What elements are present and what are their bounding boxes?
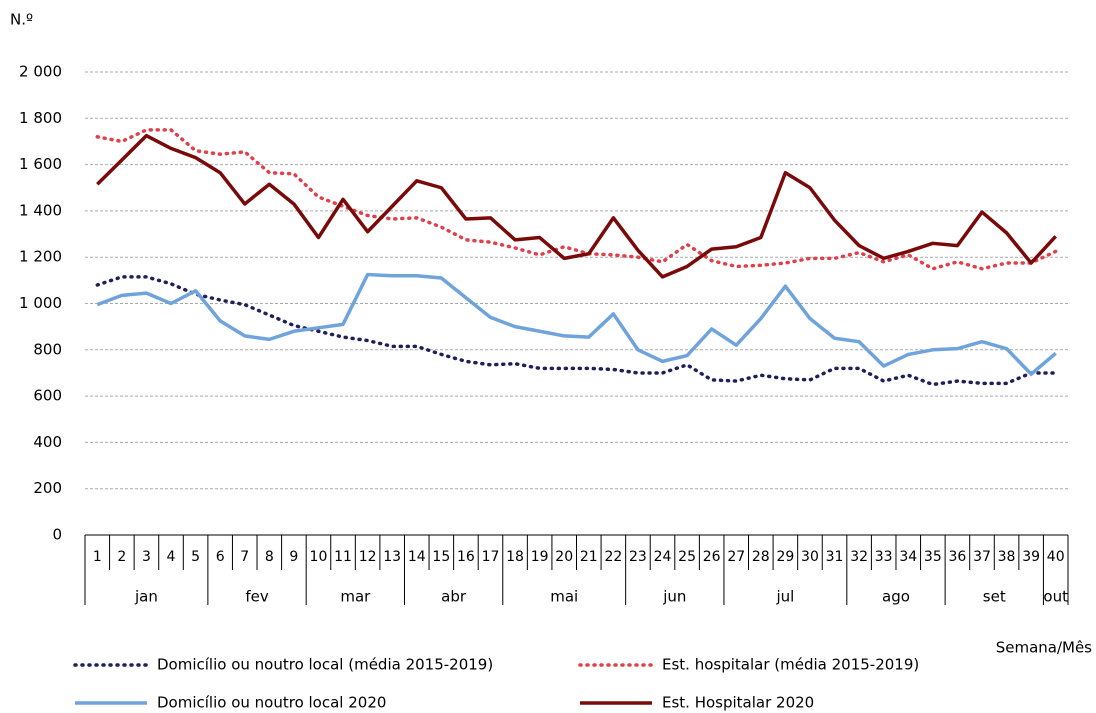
x-tick-label: 6 bbox=[216, 549, 225, 565]
x-tick-label: 19 bbox=[531, 549, 549, 565]
series-line bbox=[95, 275, 1058, 387]
month-label: fev bbox=[245, 588, 269, 606]
y-tick-label: 800 bbox=[33, 340, 62, 358]
x-tick-label: 13 bbox=[383, 549, 401, 565]
x-tick-label: 26 bbox=[703, 549, 721, 565]
y-tick-label: 0 bbox=[52, 526, 62, 544]
x-tick-label: 37 bbox=[973, 549, 991, 565]
x-tick-label: 20 bbox=[555, 549, 573, 565]
y-tick-label: 2 000 bbox=[19, 63, 62, 81]
x-tick-label: 35 bbox=[924, 549, 942, 565]
y-tick-label: 1 000 bbox=[19, 294, 62, 312]
x-tick-label: 14 bbox=[408, 549, 426, 565]
x-tick-label: 16 bbox=[457, 549, 475, 565]
x-tick-label: 39 bbox=[1022, 549, 1040, 565]
x-tick-label: 27 bbox=[727, 549, 745, 565]
x-axis-label: Semana/Mês bbox=[996, 639, 1092, 657]
x-tick-label: 10 bbox=[310, 549, 328, 565]
series-line bbox=[95, 128, 1058, 271]
x-tick-label: 8 bbox=[265, 549, 274, 565]
x-tick-label: 4 bbox=[167, 549, 176, 565]
x-tick-label: 29 bbox=[776, 549, 794, 565]
x-tick-label: 30 bbox=[801, 549, 819, 565]
x-tick-label: 40 bbox=[1047, 549, 1065, 565]
x-tick-label: 12 bbox=[359, 549, 377, 565]
x-tick-label: 24 bbox=[654, 549, 672, 565]
month-label: set bbox=[983, 588, 1006, 606]
month-label: jul bbox=[775, 588, 794, 606]
y-tick-label: 400 bbox=[33, 433, 62, 451]
x-tick-label: 3 bbox=[142, 549, 151, 565]
x-tick-label: 28 bbox=[752, 549, 770, 565]
x-tick-label: 33 bbox=[875, 549, 893, 565]
x-tick-label: 38 bbox=[998, 549, 1016, 565]
y-tick-label: 600 bbox=[33, 387, 62, 405]
x-tick-label: 5 bbox=[191, 549, 200, 565]
month-label: jan bbox=[134, 588, 158, 606]
month-label: out bbox=[1043, 588, 1068, 606]
y-tick-label: 1 400 bbox=[19, 201, 62, 219]
y-tick-label: 200 bbox=[33, 479, 62, 497]
x-tick-label: 17 bbox=[482, 549, 500, 565]
series-line bbox=[96, 272, 1057, 376]
x-tick-label: 34 bbox=[899, 549, 917, 565]
y-tick-label: 1 200 bbox=[19, 248, 62, 266]
x-tick-label: 22 bbox=[604, 549, 622, 565]
x-tick-label: 32 bbox=[850, 549, 868, 565]
y-tick-label: 1 600 bbox=[19, 155, 62, 173]
y-tick-label: 1 800 bbox=[19, 109, 62, 127]
month-label: ago bbox=[882, 588, 910, 606]
month-label: abr bbox=[441, 588, 467, 606]
x-tick-label: 1 bbox=[93, 549, 102, 565]
x-tick-label: 36 bbox=[948, 549, 966, 565]
series-line bbox=[96, 133, 1057, 279]
month-label: jun bbox=[662, 588, 686, 606]
x-tick-label: 21 bbox=[580, 549, 598, 565]
legend-label: Domicílio ou noutro local 2020 bbox=[157, 694, 386, 712]
x-tick-label: 2 bbox=[117, 549, 126, 565]
legend-label: Est. hospitalar (média 2015-2019) bbox=[662, 656, 919, 674]
legend-label: Domicílio ou noutro local (média 2015-20… bbox=[157, 656, 493, 674]
x-tick-label: 31 bbox=[826, 549, 844, 565]
month-label: mar bbox=[340, 588, 371, 606]
legend-label: Est. Hospitalar 2020 bbox=[662, 694, 814, 712]
x-tick-label: 15 bbox=[432, 549, 450, 565]
month-label: mai bbox=[550, 588, 578, 606]
x-tick-label: 9 bbox=[289, 549, 298, 565]
x-tick-label: 11 bbox=[334, 549, 352, 565]
x-tick-label: 25 bbox=[678, 549, 696, 565]
y-axis-label: N.º bbox=[10, 11, 33, 29]
x-tick-label: 18 bbox=[506, 549, 524, 565]
x-tick-label: 23 bbox=[629, 549, 647, 565]
x-tick-label: 7 bbox=[240, 549, 249, 565]
